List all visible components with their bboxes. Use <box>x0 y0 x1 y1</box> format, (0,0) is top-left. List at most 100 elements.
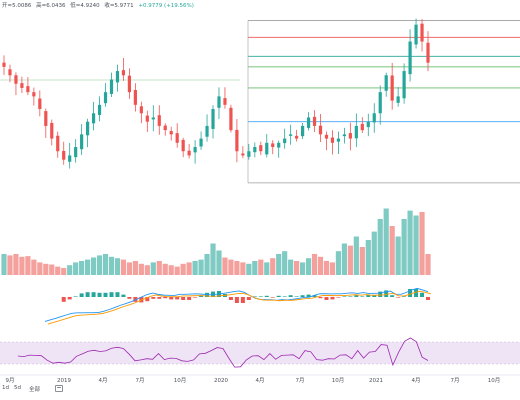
candle-body <box>342 134 346 137</box>
macd-histogram-bar <box>252 296 257 297</box>
candle-body <box>20 83 24 88</box>
volume-bar <box>7 255 13 275</box>
volume-bar <box>240 262 246 275</box>
rsi-pane <box>0 337 520 368</box>
candle-body <box>271 143 275 148</box>
volume-bar <box>270 258 276 275</box>
macd-histogram-bar <box>354 295 359 297</box>
time-axis-label: 4月 <box>412 377 421 384</box>
macd-histogram-bar <box>318 297 323 299</box>
rsi-line <box>17 337 429 368</box>
volume-bar <box>234 261 240 275</box>
candle-body <box>229 107 233 131</box>
macd-histogram-bar <box>396 297 401 298</box>
candle-body <box>295 135 299 139</box>
candle-body <box>32 92 36 97</box>
candle-body <box>62 150 66 160</box>
macd-histogram-bar <box>414 289 419 297</box>
macd-histogram-bar <box>157 297 162 299</box>
candle-body <box>336 138 341 142</box>
time-axis-label: 7月 <box>296 377 305 384</box>
macd-histogram-bar <box>97 292 102 297</box>
volume-bar <box>305 258 312 275</box>
volume-bar <box>341 243 347 275</box>
candle-body <box>426 42 430 63</box>
candle-body <box>56 135 60 152</box>
volume-bar <box>73 262 79 275</box>
macd-histogram-bar <box>312 295 317 297</box>
macd-histogram-bar <box>79 293 84 297</box>
candle-body <box>253 147 257 153</box>
macd-histogram-bar <box>282 296 287 297</box>
candle-body <box>354 125 358 139</box>
macd-histogram-bar <box>163 297 168 299</box>
candle-body <box>44 111 48 126</box>
range-tab-all[interactable]: 全部 <box>29 387 41 393</box>
candle-body <box>97 104 102 115</box>
time-axis-label: 10月 <box>332 377 345 384</box>
volume-bar <box>299 262 306 275</box>
volume-bar <box>90 257 97 275</box>
candle-body <box>306 117 311 128</box>
candle-body <box>139 106 143 114</box>
volume-bar <box>252 261 258 275</box>
candle-body <box>187 150 191 156</box>
volume-bar <box>25 256 31 275</box>
candle-body <box>396 96 400 103</box>
range-tab-5d[interactable]: 5d <box>14 385 21 391</box>
candle-body <box>402 71 406 99</box>
macd-histogram-bar <box>360 296 365 297</box>
volume-bar <box>323 261 330 275</box>
candle-body <box>127 75 132 93</box>
candle-body <box>414 24 418 45</box>
volume-pane <box>1 208 431 275</box>
macd-histogram-bar <box>378 291 383 297</box>
time-axis-label: 10月 <box>174 377 187 384</box>
volume-bar <box>371 231 377 275</box>
candle-body <box>372 113 376 123</box>
macd-histogram-bar <box>330 297 335 300</box>
macd-histogram-bar <box>127 297 132 299</box>
high-value: 高=6.0436 <box>36 3 66 9</box>
candle-body <box>360 123 364 131</box>
calendar-icon[interactable] <box>55 385 63 392</box>
volume-bar <box>61 268 67 275</box>
candle-body <box>265 142 269 155</box>
time-axis-label: 4月 <box>256 377 265 384</box>
macd-histogram-bar <box>420 292 425 297</box>
volume-bar <box>258 259 264 275</box>
volume-bar <box>419 212 425 275</box>
signal-line <box>47 290 432 325</box>
volume-bar <box>85 259 91 275</box>
macd-histogram-bar <box>324 297 329 300</box>
volume-bar <box>282 251 288 275</box>
macd-histogram-bar <box>372 295 377 297</box>
macd-histogram-bar <box>103 292 108 297</box>
candle-body <box>247 151 251 157</box>
macd-histogram-bar <box>270 297 275 298</box>
candle-body <box>74 147 78 158</box>
candle-body <box>151 117 155 120</box>
range-tab-1d[interactable]: 1d <box>2 385 9 391</box>
candle-body <box>211 109 215 129</box>
time-axis-label: 4月 <box>99 377 108 384</box>
volume-bar <box>228 259 234 275</box>
time-axis-label: 9月 <box>6 377 15 384</box>
time-axis-label: 7月 <box>451 377 460 384</box>
volume-bar <box>174 266 180 275</box>
volume-bar <box>359 247 365 275</box>
candle-body <box>80 134 84 150</box>
candle-body <box>378 92 382 114</box>
macd-histogram-bar <box>342 296 347 297</box>
volume-bar <box>335 251 342 275</box>
price-pane[interactable] <box>0 18 520 184</box>
volume-bar <box>204 254 210 275</box>
volume-bar <box>55 266 61 275</box>
volume-bar <box>192 261 198 275</box>
volume-bar <box>383 208 389 275</box>
volume-bar <box>389 226 395 275</box>
macd-line <box>44 287 429 322</box>
macd-histogram-bar <box>121 294 126 297</box>
